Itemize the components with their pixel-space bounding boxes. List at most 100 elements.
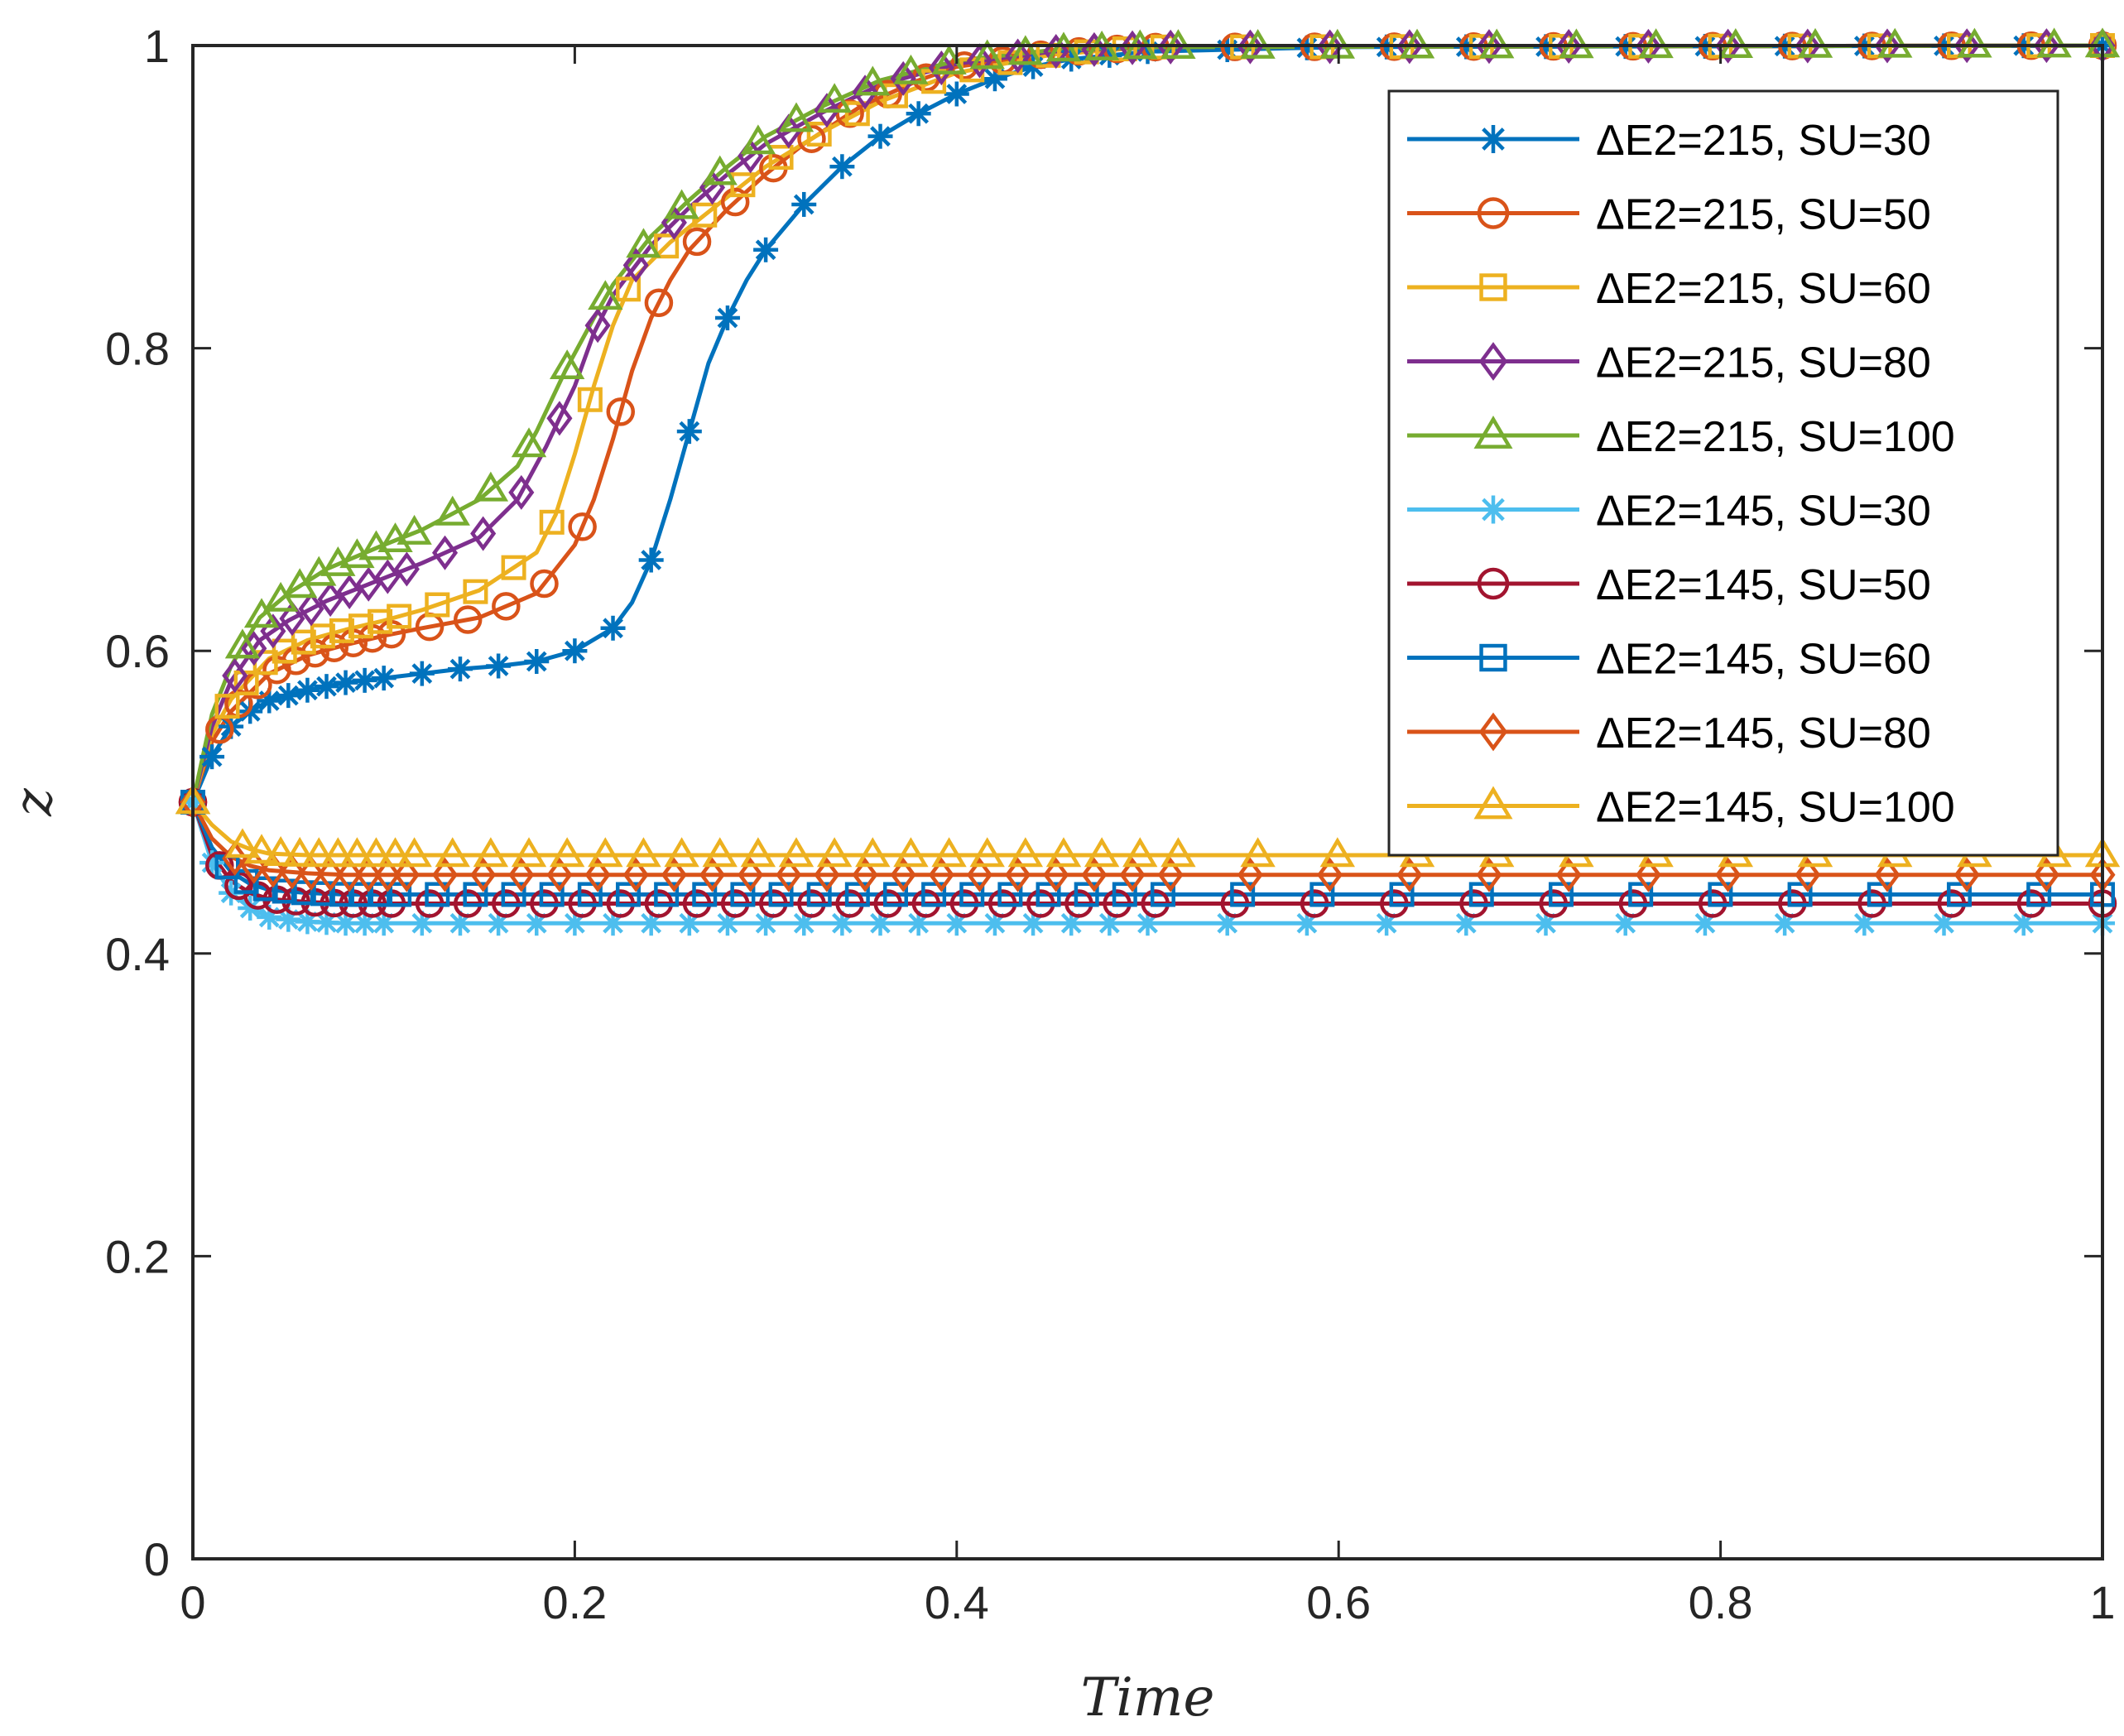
series-marker xyxy=(1389,882,1415,907)
series-marker xyxy=(1635,28,1661,64)
series-marker xyxy=(1119,30,1146,65)
series-marker xyxy=(511,427,547,458)
legend: ΔE2=215, SU=30 ΔE2=215, SU=50 ΔE2=215, SU=… xyxy=(1387,89,2059,857)
series-marker xyxy=(584,857,611,892)
legend-item: ΔE2=145, SU=100 xyxy=(1407,784,1955,832)
series-marker xyxy=(301,837,337,868)
x-tick-label: 0.8 xyxy=(1689,1576,1753,1628)
series-marker xyxy=(738,857,764,892)
series-marker xyxy=(453,605,483,634)
series-marker xyxy=(1150,882,1175,907)
series-marker xyxy=(714,911,740,936)
series-marker xyxy=(199,744,225,770)
series-marker xyxy=(508,474,535,510)
series-marker xyxy=(1005,857,1031,892)
y-tick-label: 0.8 xyxy=(105,323,170,375)
series-marker xyxy=(1715,857,1742,892)
legend-item: ΔE2=145, SU=30 xyxy=(1407,488,1931,536)
series-marker xyxy=(654,882,680,907)
series-marker xyxy=(855,837,891,868)
series-marker xyxy=(1309,882,1335,907)
series-marker xyxy=(944,81,969,107)
series-marker xyxy=(282,836,318,867)
series-marker xyxy=(797,124,826,153)
legend-marker xyxy=(1479,495,1507,524)
series-marker xyxy=(1946,882,1972,907)
series-marker xyxy=(778,837,815,868)
series-marker xyxy=(530,569,559,599)
series-marker xyxy=(387,604,412,629)
series-marker xyxy=(816,83,853,113)
series-marker xyxy=(776,857,802,892)
series-marker xyxy=(664,189,699,219)
series-marker xyxy=(1555,28,1582,65)
series-marker xyxy=(882,882,908,907)
series-marker xyxy=(374,559,401,594)
x-axis-title: Time xyxy=(1081,1667,1215,1729)
series-marker xyxy=(276,906,301,932)
series-marker xyxy=(310,623,335,649)
series-marker xyxy=(969,39,1005,70)
series-marker xyxy=(893,837,929,868)
series-marker xyxy=(1074,39,1099,65)
legend-label: ΔE2=145, SU=100 xyxy=(1596,784,1955,832)
series-marker xyxy=(1230,882,1256,907)
series-marker xyxy=(966,43,993,79)
series-marker xyxy=(714,305,740,331)
series-marker xyxy=(272,878,297,904)
series-marker xyxy=(959,882,985,907)
series-marker xyxy=(1476,29,1502,65)
series-marker xyxy=(348,613,374,639)
legend-label: ΔE2=215, SU=30 xyxy=(1596,117,1931,165)
series-marker xyxy=(1007,837,1044,868)
series-marker xyxy=(368,608,393,634)
series-marker xyxy=(1635,857,1661,892)
series-marker xyxy=(2033,28,2059,64)
axis-ticks xyxy=(191,44,2104,1560)
series-marker xyxy=(720,187,750,217)
legend-marker xyxy=(1473,786,1513,820)
series-marker xyxy=(348,882,374,907)
legend-item: ΔE2=145, SU=60 xyxy=(1407,636,1931,684)
series-marker xyxy=(214,694,240,719)
series-marker xyxy=(814,857,840,892)
series-marker xyxy=(524,648,550,674)
series-marker xyxy=(276,683,301,709)
series-marker xyxy=(1036,882,1061,907)
series-marker xyxy=(546,401,573,436)
series-marker xyxy=(1628,882,1654,907)
series-marker xyxy=(1708,882,1733,907)
series-marker xyxy=(317,856,344,892)
series-marker xyxy=(1112,36,1137,62)
series-marker xyxy=(622,857,649,892)
series-marker xyxy=(1074,882,1099,907)
series-marker xyxy=(314,674,339,700)
series-marker xyxy=(1953,857,1980,892)
series-marker xyxy=(317,582,344,618)
series-marker xyxy=(562,638,588,664)
x-tick-label: 0.6 xyxy=(1306,1576,1371,1628)
legend-item: ΔE2=145, SU=50 xyxy=(1407,561,1931,609)
series-marker xyxy=(463,579,488,604)
series-marker xyxy=(1396,857,1423,892)
series-marker xyxy=(470,857,497,892)
series-marker xyxy=(1874,28,1901,64)
series-marker xyxy=(855,65,891,96)
series-marker xyxy=(928,857,954,892)
series-marker xyxy=(1555,857,1582,892)
series-marker xyxy=(644,288,674,318)
series-marker xyxy=(1468,882,1494,907)
series-marker xyxy=(890,60,916,96)
series-marker xyxy=(1045,837,1082,868)
series-marker xyxy=(435,495,470,526)
series-marker xyxy=(298,856,324,892)
series-marker xyxy=(329,618,354,643)
legend-item: ΔE2=215, SU=50 xyxy=(1407,191,1931,239)
series-marker xyxy=(829,154,855,180)
series-marker xyxy=(654,233,680,259)
series-marker xyxy=(262,836,299,866)
series-marker xyxy=(486,653,512,679)
series-marker xyxy=(730,882,756,907)
series-marker xyxy=(1476,857,1502,892)
series-marker xyxy=(702,837,738,868)
